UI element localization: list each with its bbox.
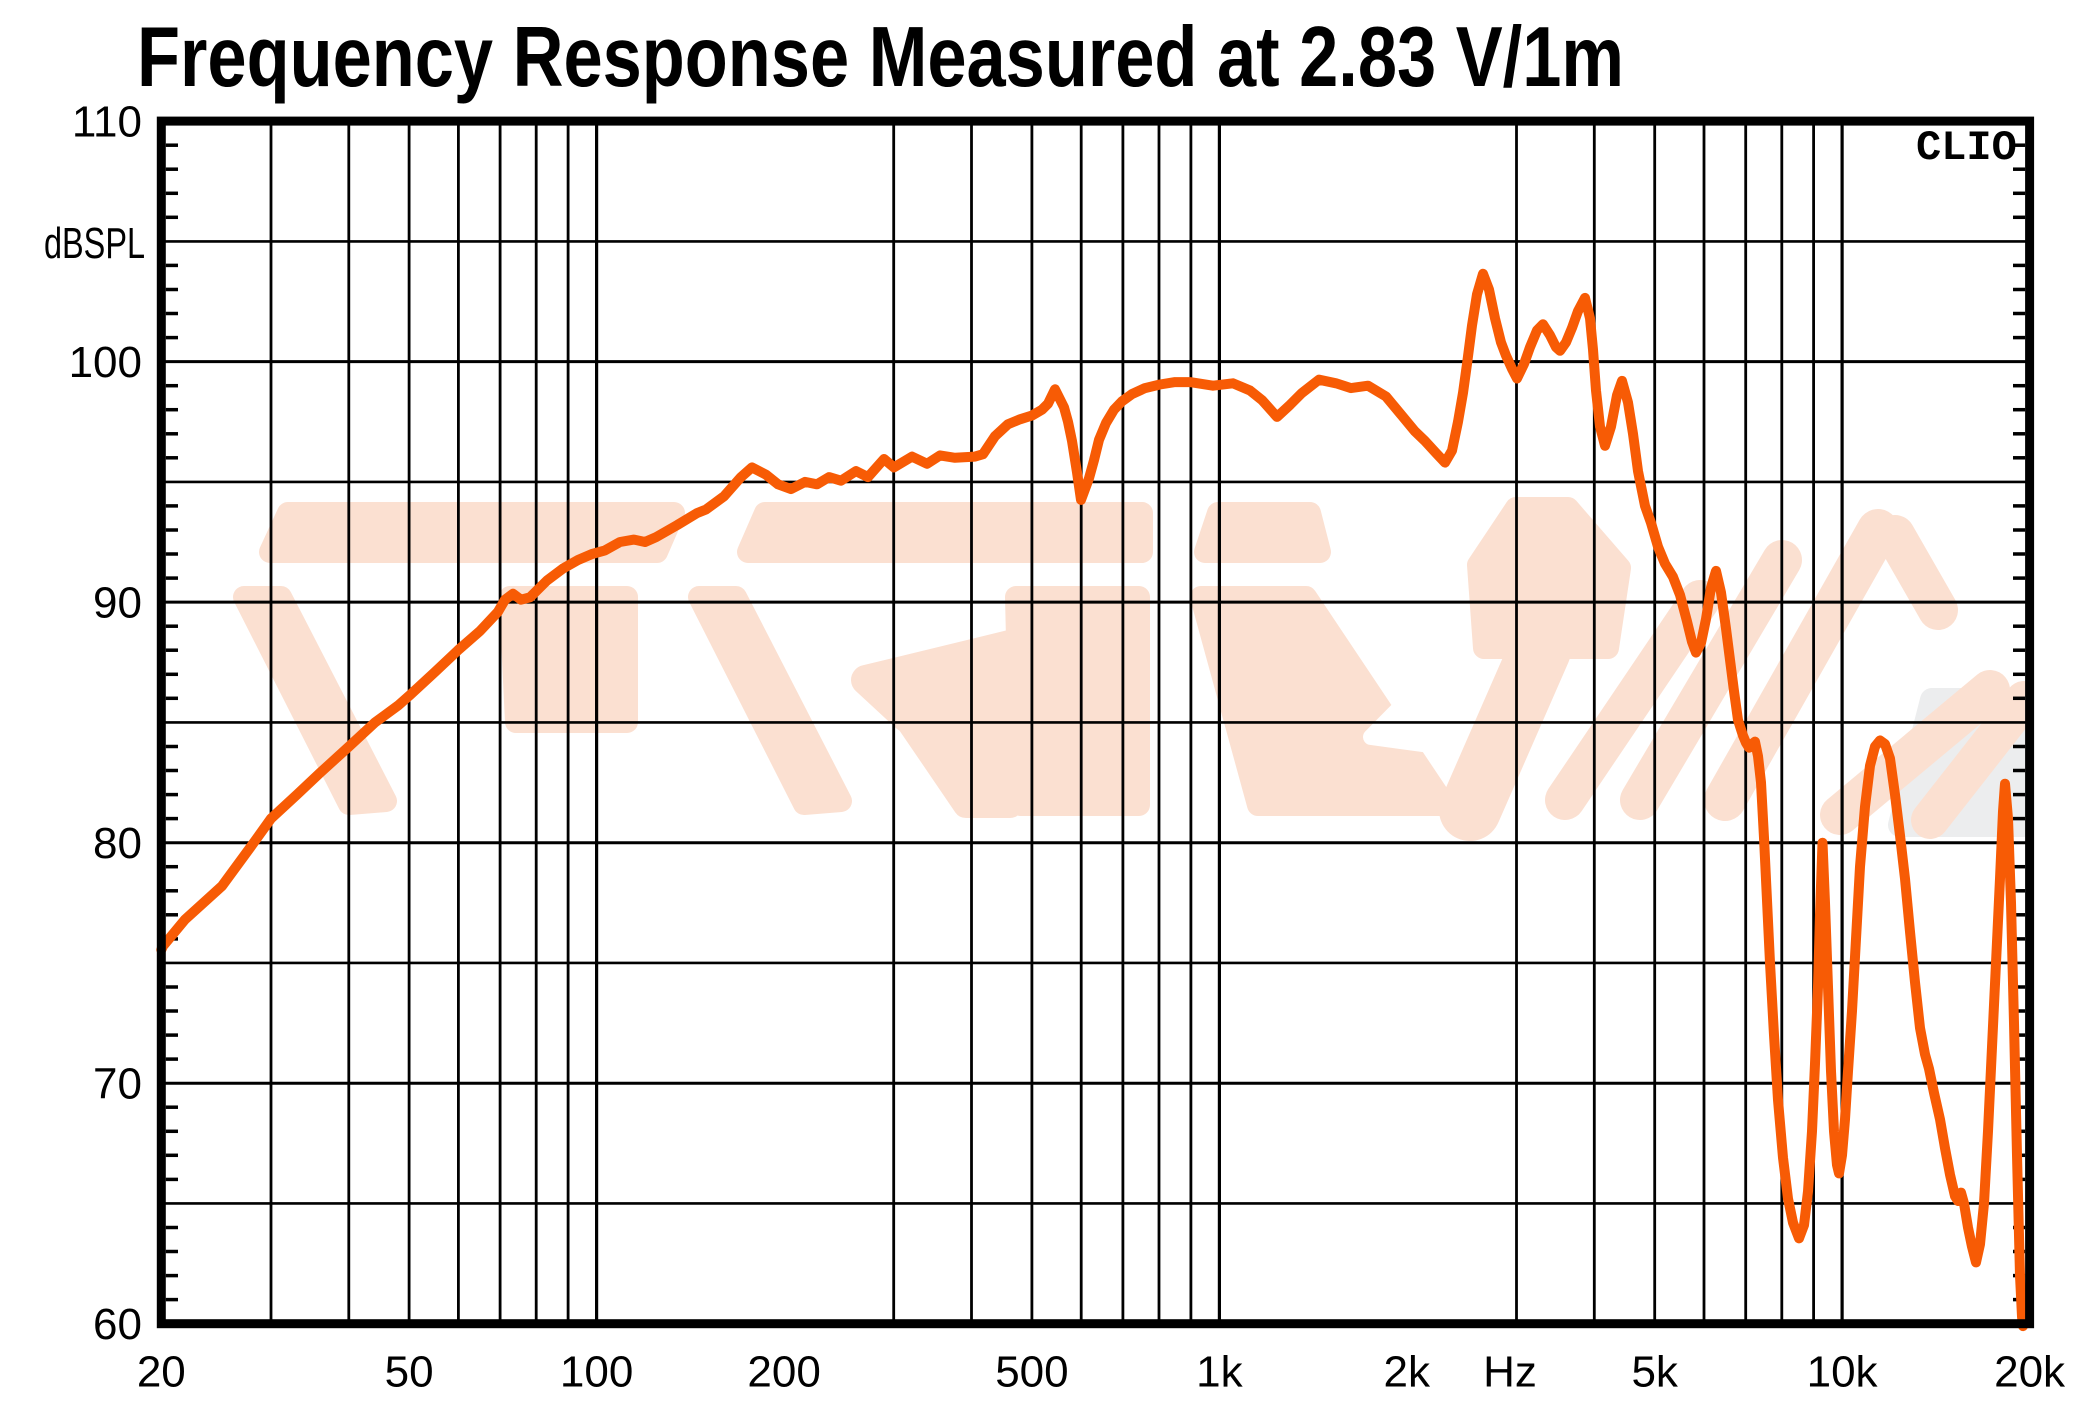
svg-text:Hz: Hz	[1483, 1348, 1537, 1397]
svg-text:Frequency Response Measured at: Frequency Response Measured at 2.83 V/1m	[137, 10, 1624, 105]
svg-text:20: 20	[137, 1348, 186, 1397]
svg-text:100: 100	[560, 1348, 633, 1397]
svg-text:70: 70	[93, 1060, 142, 1109]
svg-text:60: 60	[93, 1300, 142, 1349]
svg-text:1k: 1k	[1196, 1348, 1243, 1397]
svg-text:10k: 10k	[1807, 1348, 1879, 1397]
svg-text:50: 50	[385, 1348, 434, 1397]
svg-text:dBSPL: dBSPL	[44, 219, 145, 268]
svg-text:500: 500	[995, 1348, 1068, 1397]
svg-text:200: 200	[747, 1348, 820, 1397]
svg-text:110: 110	[72, 98, 142, 147]
svg-text:20k: 20k	[1994, 1348, 2066, 1397]
svg-text:80: 80	[93, 819, 142, 868]
svg-text:2k: 2k	[1384, 1348, 1431, 1397]
svg-text:CLIO: CLIO	[1916, 124, 2017, 172]
svg-text:5k: 5k	[1631, 1348, 1678, 1397]
svg-text:90: 90	[93, 579, 142, 628]
svg-text:100: 100	[69, 338, 142, 387]
